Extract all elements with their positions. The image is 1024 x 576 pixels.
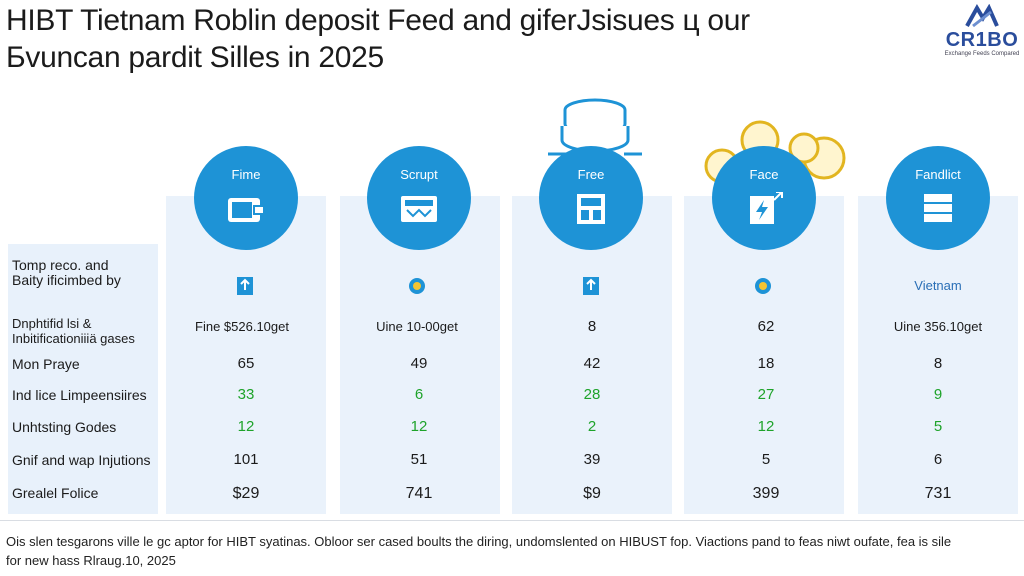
column-header-4-label: Face bbox=[749, 167, 779, 182]
footnote-line-2: for new hass Rlraug.10, 2025 bbox=[6, 553, 176, 568]
table-cell: 39 bbox=[583, 451, 601, 468]
coin-icon bbox=[755, 278, 771, 294]
upload-icon bbox=[237, 277, 253, 295]
row-label-2: Dnphtifid lsi & Inbitificationiiiä gases bbox=[12, 316, 135, 346]
table-cell: 28 bbox=[583, 386, 601, 403]
footnote: Ois slen tesgarons ville le gc aptor for… bbox=[6, 532, 1021, 570]
table-cell: 65 bbox=[237, 355, 255, 372]
table-cell: 12 bbox=[410, 418, 428, 435]
column-header-5: Fandlict bbox=[886, 146, 990, 250]
column-header-3-label: Free bbox=[577, 167, 605, 182]
wallet-icon bbox=[228, 198, 265, 222]
column-header-3: Free bbox=[539, 146, 643, 250]
table-cell: $9 bbox=[583, 485, 601, 502]
column-header-4: Face bbox=[712, 146, 816, 250]
table-cell: Fine $526.10get bbox=[195, 319, 289, 334]
upload-icon bbox=[583, 277, 599, 295]
card-bolt-icon bbox=[750, 192, 783, 224]
table-cell: 9 bbox=[933, 386, 943, 403]
row-label-6: Gnif and wap Injutions bbox=[12, 452, 151, 468]
table-cell: 399 bbox=[752, 485, 780, 502]
column-header-5-label: Fandlict bbox=[915, 167, 961, 182]
row-label-7: Grealel Folice bbox=[12, 485, 99, 501]
table-cell: 62 bbox=[757, 318, 775, 335]
table-cell: 27 bbox=[757, 386, 775, 403]
logo-mark-icon bbox=[965, 4, 999, 28]
table-cell: 6 bbox=[414, 386, 424, 403]
table-cell: 49 bbox=[410, 355, 428, 372]
table-cell: 12 bbox=[757, 418, 775, 435]
table-cell: 12 bbox=[237, 418, 255, 435]
table-cell: 8 bbox=[933, 355, 943, 372]
atm-icon bbox=[401, 196, 437, 222]
row-label-1: Tomp reco. and Baity ificimbed by bbox=[12, 257, 121, 288]
row-label-4: Ind lice Limpeensiires bbox=[12, 387, 147, 403]
table-cell: 8 bbox=[587, 318, 597, 335]
table-cell: $29 bbox=[232, 485, 260, 502]
brand-logo: CR1BO Exchange Feeds Compared bbox=[944, 4, 1020, 64]
footnote-divider bbox=[0, 520, 1024, 521]
chart-title-line-2: Бvuncan pardit Silles in 2025 bbox=[6, 41, 384, 74]
row-label-3: Mon Praye bbox=[12, 356, 80, 372]
table-cell: 101 bbox=[233, 451, 259, 468]
column-header-2-label: Scrupt bbox=[400, 167, 438, 182]
table-cell: Uine 10-00get bbox=[376, 319, 458, 334]
table-cell: 5 bbox=[761, 451, 771, 468]
table-cell: 741 bbox=[405, 485, 433, 502]
table-cell: 42 bbox=[583, 355, 601, 372]
column-header-1: Fime bbox=[194, 146, 298, 250]
table-cell: 51 bbox=[410, 451, 428, 468]
table-cell: 731 bbox=[924, 485, 952, 502]
chart-title-line-1: HIBT Tietnam Roblin deposit Feed and gif… bbox=[6, 4, 750, 37]
box-icon bbox=[577, 194, 605, 224]
table-cell: Vietnam bbox=[914, 278, 962, 293]
footnote-line-1: Ois slen tesgarons ville le gc aptor for… bbox=[6, 534, 952, 549]
server-icon bbox=[924, 194, 952, 222]
row-label-5: Unhtsting Godes bbox=[12, 419, 117, 435]
table-cell: 2 bbox=[587, 418, 597, 435]
column-header-2: Scrupt bbox=[367, 146, 471, 250]
row-label-panel bbox=[8, 244, 158, 514]
logo-subtitle: Exchange Feeds Compared bbox=[944, 51, 1020, 57]
coin-stack-icon bbox=[548, 98, 642, 156]
chart-title: HIBT Tietnam Roblin deposit Feed and gif… bbox=[6, 2, 936, 76]
table-cell: Uine 356.10get bbox=[893, 319, 983, 334]
table-cell: 6 bbox=[933, 451, 943, 468]
table-cell: 33 bbox=[237, 386, 255, 403]
table-cell: 18 bbox=[757, 355, 775, 372]
logo-text: CR1BO bbox=[945, 29, 1019, 51]
table-cell: 5 bbox=[933, 418, 943, 435]
coin-icon bbox=[409, 278, 425, 294]
column-header-1-label: Fime bbox=[231, 167, 261, 182]
